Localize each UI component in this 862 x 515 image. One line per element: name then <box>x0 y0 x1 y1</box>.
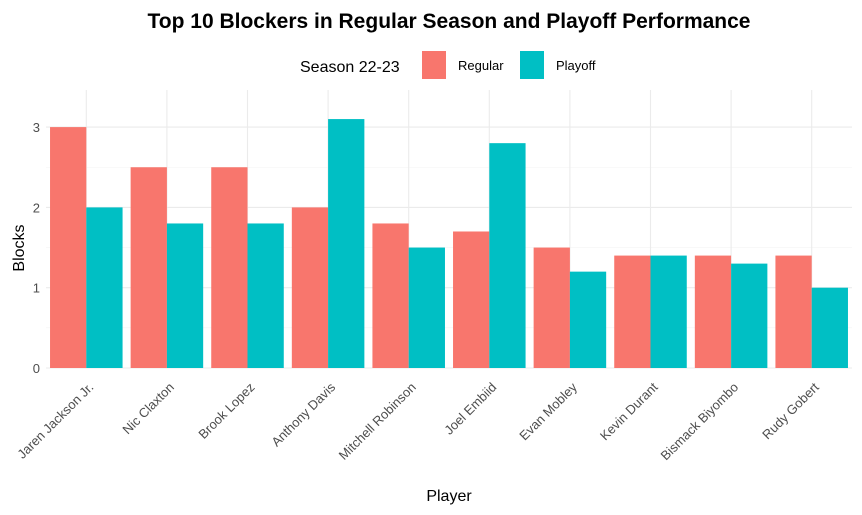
x-tick-label: Brook Lopez <box>195 380 257 442</box>
bar-regular <box>453 231 490 368</box>
bar-playoff <box>328 119 365 368</box>
x-tick-label: Jaren Jackson Jr. <box>14 380 96 462</box>
bar-playoff <box>247 223 284 368</box>
x-tick-label: Bismack Biyombo <box>658 380 742 464</box>
bar-playoff <box>86 207 123 368</box>
legend: Season 22-23 Regular Playoff <box>300 51 596 79</box>
bar-regular <box>211 167 248 368</box>
x-tick-label: Mitchell Robinson <box>336 380 419 463</box>
bar-regular <box>533 247 570 368</box>
bar-playoff <box>650 255 687 368</box>
y-tick-label: 3 <box>33 120 40 135</box>
legend-key-playoff <box>520 51 544 79</box>
x-tick-label: Evan Mobley <box>516 379 580 443</box>
x-tick-label: Rudy Gobert <box>759 379 822 442</box>
x-tick-label: Anthony Davis <box>268 379 338 449</box>
bar-playoff <box>569 271 607 368</box>
bar-playoff <box>731 263 768 368</box>
bar-playoff <box>489 143 526 368</box>
bar-regular <box>694 255 732 368</box>
bar-regular <box>50 127 87 368</box>
x-axis-title: Player <box>426 488 472 505</box>
bars <box>50 119 848 368</box>
y-axis-title: Blocks <box>11 224 28 271</box>
legend-key-regular <box>422 51 446 79</box>
legend-title: Season 22-23 <box>300 59 400 76</box>
bar-regular <box>291 207 329 368</box>
x-tick-label: Kevin Durant <box>597 379 661 443</box>
x-tick-label: Joel Embiid <box>441 380 499 438</box>
chart-title: Top 10 Blockers in Regular Season and Pl… <box>148 10 751 33</box>
x-tick-label: Nic Claxton <box>119 380 177 438</box>
y-axis: 0 1 2 3 <box>33 120 40 376</box>
bar-regular <box>130 167 167 368</box>
y-tick-label: 1 <box>33 281 40 296</box>
bar-playoff <box>166 223 204 368</box>
legend-label-regular: Regular <box>458 58 504 73</box>
y-tick-label: 2 <box>33 200 40 215</box>
bar-playoff <box>811 287 848 368</box>
legend-label-playoff: Playoff <box>556 58 596 73</box>
y-tick-label: 0 <box>33 361 40 376</box>
bar-regular <box>775 255 812 368</box>
bar-playoff <box>408 247 445 368</box>
x-axis: Jaren Jackson Jr. Nic Claxton Brook Lopez A… <box>14 379 822 463</box>
bar-regular <box>372 223 409 368</box>
bar-regular <box>614 255 651 368</box>
